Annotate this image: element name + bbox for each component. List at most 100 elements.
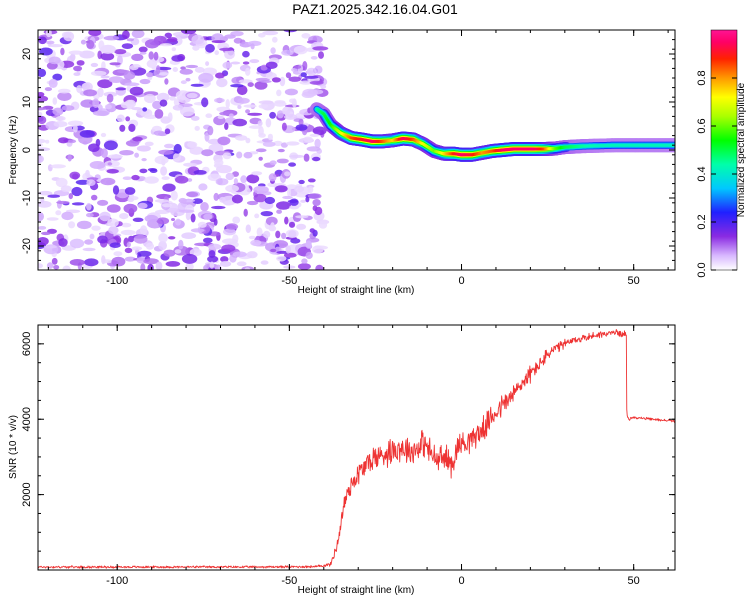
x-tick-label: 50 bbox=[628, 575, 640, 587]
noise-blob bbox=[124, 247, 133, 254]
noise-blob bbox=[247, 82, 254, 87]
spectrogram-plot-area bbox=[38, 30, 675, 270]
noise-blob bbox=[123, 71, 136, 80]
noise-blob bbox=[257, 120, 263, 127]
noise-blob bbox=[89, 233, 95, 240]
noise-blob bbox=[193, 170, 207, 175]
noise-blob bbox=[263, 230, 271, 238]
noise-blob bbox=[58, 88, 71, 94]
noise-blob bbox=[69, 238, 85, 249]
spectrogram-x-axis-label: Height of straight line (km) bbox=[298, 285, 415, 296]
noise-blob bbox=[55, 177, 68, 188]
noise-blob bbox=[104, 104, 112, 110]
noise-blob bbox=[276, 89, 282, 97]
noise-blob bbox=[163, 249, 176, 257]
noise-blob bbox=[185, 77, 191, 82]
colorbar-tick-label: 0.6 bbox=[696, 118, 708, 133]
noise-blob bbox=[107, 154, 123, 159]
noise-blob bbox=[155, 65, 161, 75]
noise-blob bbox=[38, 237, 49, 246]
noise-blob bbox=[63, 31, 75, 42]
noise-blob bbox=[225, 99, 230, 109]
noise-blob bbox=[285, 72, 292, 79]
noise-blob bbox=[216, 78, 228, 88]
noise-blob bbox=[178, 239, 184, 250]
noise-blob bbox=[288, 162, 296, 167]
noise-blob bbox=[245, 224, 251, 233]
noise-blob bbox=[119, 213, 129, 220]
noise-blob bbox=[284, 216, 289, 225]
noise-blob bbox=[179, 209, 195, 213]
noise-blob bbox=[126, 38, 134, 42]
noise-blob bbox=[276, 110, 284, 119]
noise-blob bbox=[73, 124, 78, 133]
noise-blob bbox=[164, 128, 171, 135]
noise-blob bbox=[139, 168, 148, 174]
noise-blob bbox=[125, 116, 131, 122]
noise-blob bbox=[38, 190, 53, 196]
noise-blob bbox=[43, 245, 58, 249]
noise-blob bbox=[97, 235, 108, 244]
noise-blob bbox=[281, 232, 287, 240]
noise-blob bbox=[61, 211, 74, 221]
noise-blob bbox=[88, 30, 102, 37]
noise-blob bbox=[137, 250, 152, 257]
colorbar-ticks: 0.0 0.2 0.4 0.6 0.8 bbox=[696, 70, 737, 278]
noise-blob bbox=[310, 56, 318, 60]
noise-blob bbox=[167, 112, 173, 122]
noise-blob bbox=[268, 173, 277, 182]
noise-blob bbox=[247, 112, 263, 116]
noise-blob bbox=[38, 226, 47, 230]
y-tick-label: -10 bbox=[21, 190, 33, 206]
noise-blob bbox=[38, 115, 47, 125]
noise-blob bbox=[126, 85, 131, 92]
noise-blob bbox=[161, 203, 173, 208]
noise-blob bbox=[148, 51, 154, 60]
noise-blob bbox=[69, 171, 81, 180]
noise-blob bbox=[289, 154, 305, 158]
noise-blob bbox=[46, 217, 59, 221]
x-tick-label: -50 bbox=[281, 575, 297, 587]
noise-blob bbox=[213, 192, 219, 201]
noise-blob bbox=[260, 260, 269, 265]
noise-blob bbox=[144, 114, 158, 120]
noise-blob bbox=[309, 228, 315, 234]
noise-blob bbox=[190, 213, 196, 223]
noise-blob bbox=[121, 43, 134, 49]
noise-blob bbox=[302, 61, 308, 71]
noise-blob bbox=[146, 72, 154, 78]
noise-blob bbox=[201, 149, 214, 157]
noise-blob bbox=[276, 158, 289, 164]
noise-blob bbox=[246, 251, 258, 259]
noise-blob bbox=[248, 235, 256, 240]
noise-blob bbox=[90, 62, 99, 68]
noise-blob bbox=[86, 39, 95, 49]
noise-blob bbox=[295, 215, 309, 219]
noise-blob bbox=[276, 250, 290, 254]
noise-blob bbox=[297, 263, 311, 270]
noise-blob bbox=[165, 261, 181, 267]
noise-blob bbox=[260, 211, 273, 217]
noise-blob bbox=[198, 72, 214, 83]
noise-blob bbox=[100, 52, 115, 61]
noise-blob bbox=[219, 47, 235, 52]
noise-blob bbox=[71, 186, 83, 197]
noise-blob bbox=[250, 239, 262, 246]
noise-blob bbox=[41, 231, 51, 236]
noise-blob bbox=[309, 133, 320, 137]
noise-blob bbox=[131, 53, 144, 62]
noise-blob bbox=[133, 234, 148, 244]
noise-blob bbox=[143, 258, 159, 265]
noise-blob bbox=[124, 256, 136, 262]
noise-blob bbox=[211, 205, 226, 210]
noise-blob bbox=[134, 152, 140, 158]
noise-blob bbox=[281, 49, 294, 56]
noise-blob bbox=[107, 162, 113, 166]
noise-blob bbox=[73, 72, 81, 76]
noise-blob bbox=[97, 87, 104, 98]
noise-blob bbox=[209, 261, 215, 269]
noise-blob bbox=[48, 56, 61, 65]
noise-blob bbox=[243, 208, 248, 217]
noise-blob bbox=[254, 81, 268, 90]
noise-blob bbox=[277, 148, 285, 153]
